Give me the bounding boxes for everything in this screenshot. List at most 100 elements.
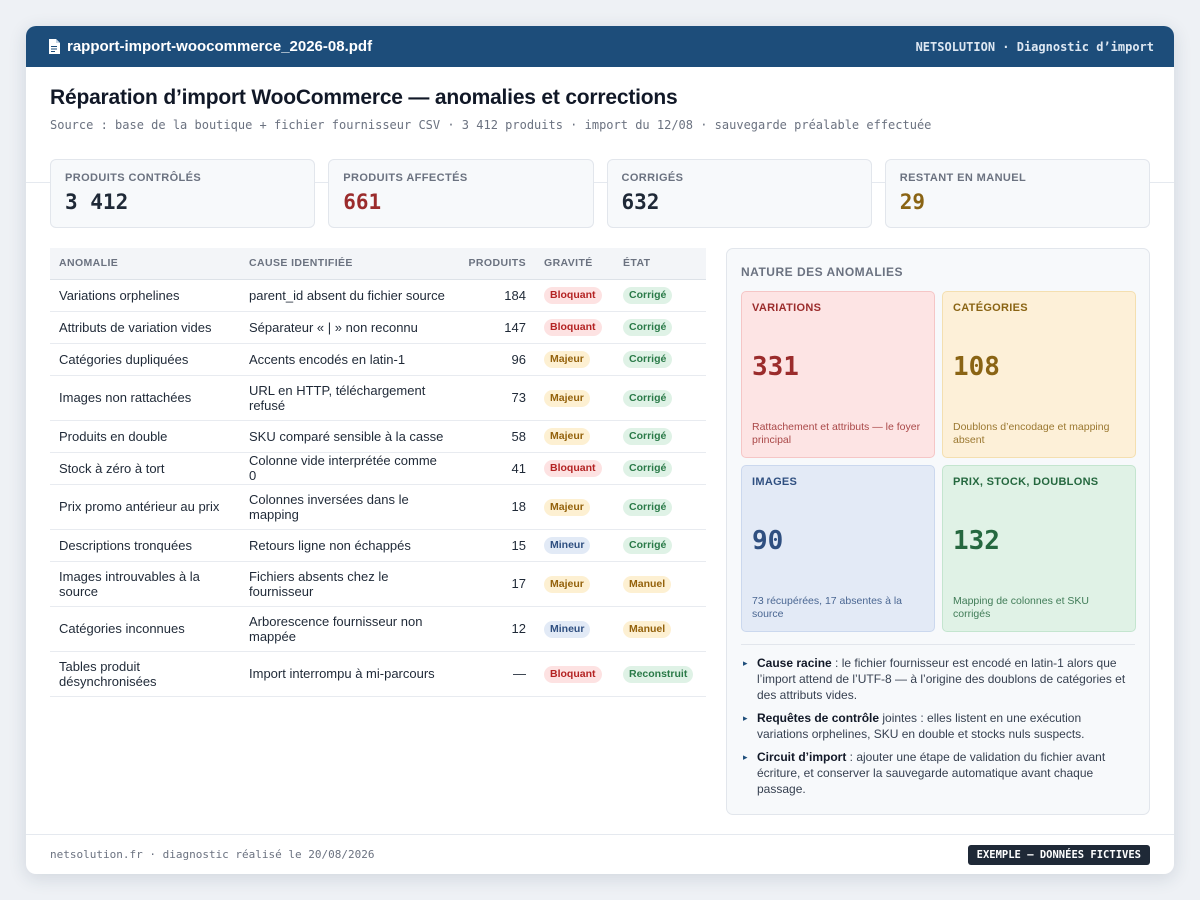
cell-severity: Majeur (535, 420, 614, 453)
cell-products: 147 (454, 311, 535, 344)
document-window: rapport-import-woocommerce_2026-08.pdf N… (26, 26, 1174, 874)
cell-status: Manuel (614, 606, 706, 652)
notes-list: ▸ Cause racine : le fichier fournisseur e… (741, 644, 1135, 797)
status-badge: Corrigé (623, 428, 673, 445)
stat-card-checked: PRODUITS CONTRÔLÉS 3 412 (50, 159, 316, 228)
severity-badge: Majeur (544, 428, 590, 445)
stat-value: 3 412 (65, 190, 129, 214)
column-header-products: PRODUITS (454, 248, 535, 280)
status-badge: Corrigé (623, 287, 673, 304)
table-row: Images introuvables à la source Fichiers … (50, 561, 706, 607)
cell-cause: Fichiers absents chez le fournisseur (240, 561, 454, 607)
tile-description: Rattachement et attributs — le foyer pri… (752, 421, 921, 446)
table-row: Produits en double SKU comparé sensible à… (50, 420, 706, 453)
status-badge: Corrigé (623, 498, 673, 516)
cell-severity: Majeur (535, 561, 614, 607)
document-header: Réparation d’import WooCommerce — anomal… (26, 67, 1174, 183)
tile-value: 132 (953, 526, 1000, 556)
cell-anomaly: Stock à zéro à tort (50, 452, 240, 485)
tile-description: 73 récupérées, 17 absentes à la source (752, 595, 903, 620)
cell-anomaly: Catégories inconnues (50, 606, 240, 652)
cell-products: 18 (454, 484, 535, 530)
page-subtitle: Source : base de la boutique + fichier f… (50, 118, 932, 132)
cell-anomaly: Descriptions tronquées (50, 529, 240, 562)
status-badge: Corrigé (623, 319, 673, 336)
severity-badge: Majeur (544, 389, 590, 407)
table-header-row: ANOMALIE CAUSE IDENTIFIÉE PRODUITS GRAVI… (50, 248, 706, 280)
tile-value: 90 (752, 526, 784, 556)
anomaly-tile: CATÉGORIES 108 Doublons d’encodage et mapp… (942, 291, 1136, 458)
cell-status: Manuel (614, 561, 706, 607)
table-body: Variations orphelines parent_id absent du… (50, 279, 706, 697)
stat-value: 29 (899, 190, 926, 214)
tile-label: VARIATIONS (752, 302, 822, 314)
cell-severity: Bloquant (535, 452, 614, 485)
stats-row: PRODUITS CONTRÔLÉS 3 412 PRODUITS AFFECT… (50, 159, 1150, 228)
stat-label: CORRIGÉS (621, 172, 684, 184)
stat-card-manual: RESTANT EN MANUEL 29 (884, 159, 1150, 228)
cell-anomaly: Attributs de variation vides (50, 311, 240, 344)
stat-card-fixed: CORRIGÉS 632 (606, 159, 872, 228)
stat-label: RESTANT EN MANUEL (899, 172, 1027, 184)
cell-anomaly: Images introuvables à la source (50, 561, 240, 607)
table-row: Images non rattachées URL en HTTP, téléch… (50, 375, 706, 421)
title-bar: rapport-import-woocommerce_2026-08.pdf N… (26, 26, 1174, 67)
status-badge: Corrigé (623, 351, 673, 368)
stat-value: 661 (343, 190, 382, 214)
cell-products: — (454, 651, 535, 697)
cell-cause: Accents encodés en latin-1 (240, 343, 454, 376)
cell-anomaly: Variations orphelines (50, 279, 240, 312)
column-header-severity: GRAVITÉ (535, 248, 614, 280)
cell-anomaly: Tables produit désynchronisées (50, 651, 240, 697)
status-badge: Manuel (623, 575, 672, 593)
cell-products: 184 (454, 279, 535, 312)
status-badge: Corrigé (623, 460, 673, 477)
note-item: ▸ Requêtes de contrôle jointes : elles li… (741, 710, 1135, 742)
cell-products: 12 (454, 606, 535, 652)
cell-anomaly: Produits en double (50, 420, 240, 453)
brand-label: NETSOLUTION · Diagnostic d’import (915, 39, 1154, 54)
status-badge: Corrigé (623, 537, 673, 554)
anomaly-tile: PRIX, STOCK, DOUBLONS 132 Mapping de colon… (942, 465, 1136, 632)
cell-cause: Colonne vide interprétée comme 0 (240, 452, 454, 485)
cell-status: Corrigé (614, 452, 706, 485)
column-header-anomaly: ANOMALIE (50, 248, 240, 280)
sample-data-badge: EXEMPLE — DONNÉES FICTIVES (967, 844, 1150, 865)
cell-status: Corrigé (614, 484, 706, 530)
table-row: Catégories inconnues Arborescence fournis… (50, 606, 706, 652)
cell-status: Corrigé (614, 311, 706, 344)
file-name: rapport-import-woocommerce_2026-08.pdf (67, 38, 373, 55)
triangle-right-icon: ▸ (743, 658, 748, 668)
cell-cause: Arborescence fournisseur non mappée (240, 606, 454, 652)
triangle-right-icon: ▸ (743, 713, 748, 723)
tile-value: 108 (953, 352, 1000, 382)
note-text: jointes : elles listent en une exécution… (757, 711, 1085, 741)
cell-severity: Mineur (535, 529, 614, 562)
cell-products: 17 (454, 561, 535, 607)
anomalies-table-container: ANOMALIE CAUSE IDENTIFIÉE PRODUITS GRAVI… (50, 248, 706, 697)
note-item: ▸ Cause racine : le fichier fournisseur e… (741, 655, 1135, 703)
anomaly-nature-panel: NATURE DES ANOMALIES VARIATIONS 331 Rattac… (726, 248, 1150, 815)
cell-cause: URL en HTTP, téléchargement refusé (240, 375, 454, 421)
note-text: : ajouter une étape de validation du fic… (757, 750, 1106, 796)
cell-cause: Import interrompu à mi-parcours (240, 651, 454, 697)
cell-severity: Bloquant (535, 651, 614, 697)
cell-products: 96 (454, 343, 535, 376)
cell-anomaly: Catégories dupliquées (50, 343, 240, 376)
cell-cause: parent_id absent du fichier source (240, 279, 454, 312)
cell-severity: Majeur (535, 375, 614, 421)
severity-badge: Mineur (544, 620, 591, 638)
severity-badge: Bloquant (544, 665, 602, 683)
cell-status: Corrigé (614, 529, 706, 562)
status-badge: Corrigé (623, 389, 673, 407)
file-title: rapport-import-woocommerce_2026-08.pdf (48, 38, 372, 55)
table-row: Tables produit désynchronisées Import int… (50, 651, 706, 697)
column-header-cause: CAUSE IDENTIFIÉE (240, 248, 454, 280)
severity-badge: Majeur (544, 351, 590, 368)
anomaly-tiles: VARIATIONS 331 Rattachement et attributs —… (741, 291, 1136, 632)
severity-badge: Bloquant (544, 287, 602, 304)
note-item: ▸ Circuit d’import : ajouter une étape de… (741, 749, 1135, 797)
cell-status: Corrigé (614, 343, 706, 376)
severity-badge: Majeur (544, 498, 590, 516)
stat-card-affected: PRODUITS AFFECTÉS 661 (328, 159, 594, 228)
